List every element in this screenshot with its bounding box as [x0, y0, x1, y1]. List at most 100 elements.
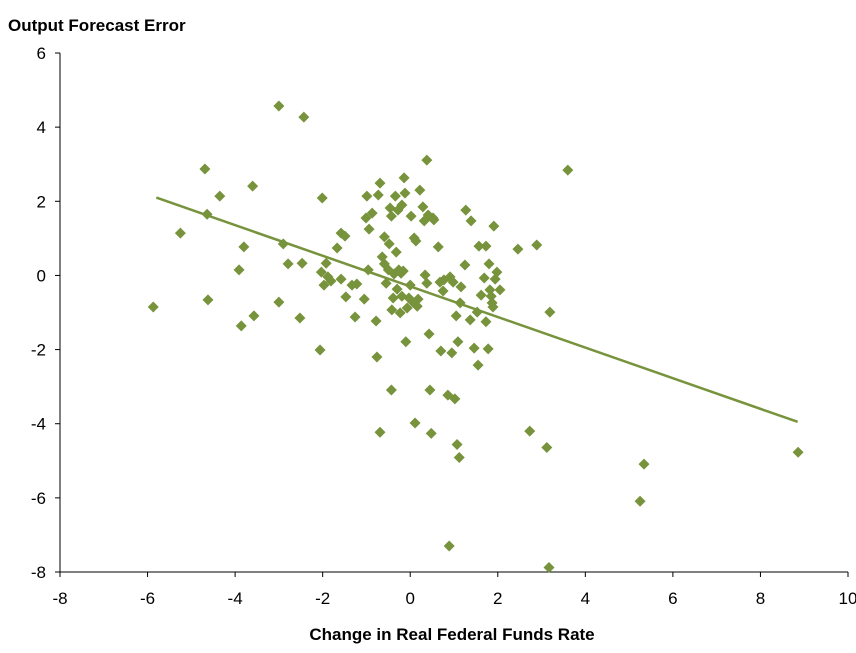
- point: [451, 438, 463, 450]
- y-tick-label: -2: [31, 341, 46, 360]
- point: [482, 343, 494, 355]
- point: [361, 190, 373, 202]
- point: [315, 266, 327, 278]
- point: [362, 264, 374, 276]
- point: [488, 220, 500, 232]
- point: [378, 231, 390, 243]
- point: [541, 441, 553, 453]
- point: [453, 451, 465, 463]
- point: [471, 306, 483, 318]
- point: [638, 458, 650, 470]
- point: [459, 259, 471, 271]
- point: [370, 315, 382, 327]
- point: [452, 336, 464, 348]
- point: [331, 242, 343, 254]
- point: [235, 320, 247, 332]
- point: [494, 284, 506, 296]
- point: [421, 277, 433, 289]
- point: [454, 297, 466, 309]
- point: [325, 275, 337, 287]
- point: [446, 347, 458, 359]
- point: [247, 180, 259, 192]
- point: [480, 240, 492, 252]
- point: [385, 384, 397, 396]
- point: [294, 312, 306, 324]
- point: [423, 328, 435, 340]
- point: [384, 202, 396, 214]
- point: [634, 495, 646, 507]
- point: [480, 316, 492, 328]
- y-tick-label: -4: [31, 415, 46, 434]
- point: [468, 342, 480, 354]
- point: [389, 190, 401, 202]
- point: [424, 384, 436, 396]
- x-tick-label: 4: [581, 589, 590, 608]
- point: [296, 257, 308, 269]
- point: [524, 425, 536, 437]
- point: [374, 426, 386, 438]
- point: [437, 285, 449, 297]
- point: [202, 294, 214, 306]
- point: [351, 278, 363, 290]
- x-axis-label: Change in Real Federal Funds Rate: [309, 625, 594, 644]
- point: [421, 154, 433, 166]
- point: [371, 351, 383, 363]
- point: [473, 240, 485, 252]
- y-tick-label: -6: [31, 489, 46, 508]
- y-tick-label: 0: [37, 266, 46, 285]
- point: [147, 301, 159, 313]
- point: [472, 359, 484, 371]
- point: [386, 304, 398, 316]
- point: [318, 279, 330, 291]
- point: [464, 314, 476, 326]
- point: [349, 311, 361, 323]
- x-tick-label: -4: [228, 589, 243, 608]
- point: [412, 293, 424, 305]
- point: [273, 296, 285, 308]
- point: [398, 172, 410, 184]
- point: [512, 243, 524, 255]
- x-tick-label: -2: [315, 589, 330, 608]
- x-tick-label: 10: [839, 589, 856, 608]
- point: [450, 310, 462, 322]
- point: [478, 272, 490, 284]
- point: [419, 269, 431, 281]
- point: [174, 227, 186, 239]
- point: [443, 540, 455, 552]
- x-tick-label: -6: [140, 589, 155, 608]
- point: [277, 238, 289, 250]
- point: [400, 336, 412, 348]
- chart-title: Output Forecast Error: [8, 16, 186, 35]
- y-tick-label: 2: [37, 192, 46, 211]
- point: [409, 417, 421, 429]
- point: [485, 290, 497, 302]
- point: [358, 293, 370, 305]
- point: [233, 264, 245, 276]
- point: [411, 300, 423, 312]
- point: [372, 189, 384, 201]
- point: [483, 258, 495, 270]
- point: [335, 273, 347, 285]
- point: [417, 201, 429, 213]
- point: [475, 289, 487, 301]
- y-tick-label: 4: [37, 118, 46, 137]
- point: [397, 265, 409, 277]
- point: [387, 292, 399, 304]
- point: [248, 310, 260, 322]
- point: [391, 283, 403, 295]
- point: [214, 190, 226, 202]
- point: [435, 345, 447, 357]
- x-tick-label: 0: [405, 589, 414, 608]
- x-tick-label: 8: [756, 589, 765, 608]
- y-tick-label: -8: [31, 563, 46, 582]
- point: [792, 446, 804, 458]
- point: [298, 111, 310, 123]
- point: [201, 208, 213, 220]
- point: [460, 204, 472, 216]
- point: [428, 214, 440, 226]
- point: [363, 223, 375, 235]
- point: [449, 393, 461, 405]
- point: [238, 241, 250, 253]
- point: [401, 302, 413, 314]
- point: [394, 307, 406, 319]
